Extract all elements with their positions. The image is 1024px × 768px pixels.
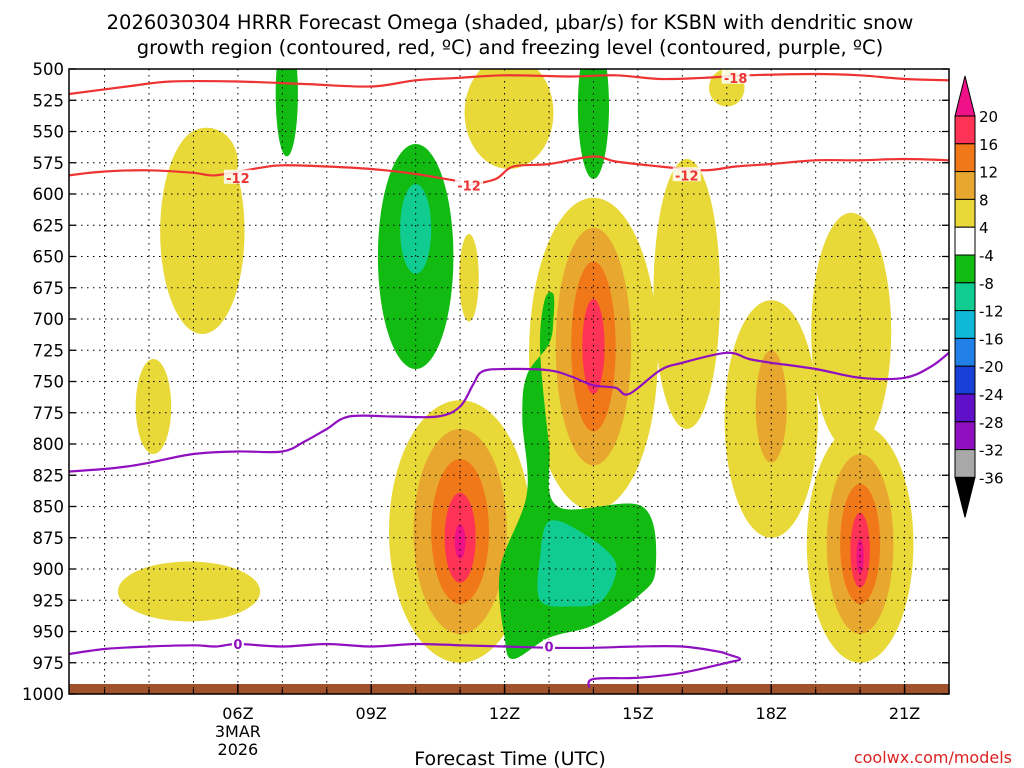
dgz-contour: [468, 155, 949, 187]
y-tick-label: 675: [33, 279, 65, 298]
x-tick-label: 18Z: [756, 704, 787, 723]
colorbar-label: -32: [979, 442, 1004, 460]
x-tick-label: 09Z: [356, 704, 387, 723]
freezing-level-label: 0: [544, 641, 553, 656]
x-tick-label: 15Z: [622, 704, 653, 723]
omega-region--8: [537, 520, 617, 607]
freezing-level-lower: [69, 642, 742, 689]
y-tick-label: 725: [33, 341, 65, 360]
y-tick-label: 875: [33, 529, 65, 548]
omega-region--4: [498, 292, 657, 659]
y-tick-label: 900: [33, 560, 65, 579]
y-tick-label: 650: [33, 248, 65, 267]
colorbar-label: -24: [979, 386, 1004, 404]
colorbar-swatch: [954, 310, 976, 339]
y-tick-label: 525: [33, 91, 65, 110]
colorbar-label: -20: [979, 358, 1004, 376]
omega-region-4: [653, 159, 721, 429]
omega-region-4: [135, 359, 172, 454]
dgz-contour-label: -18: [724, 72, 748, 87]
omega-region-4: [811, 212, 892, 451]
y-tick-label: 700: [33, 310, 65, 329]
colorbar-swatch: [954, 393, 976, 423]
y-tick-label: 800: [33, 435, 65, 454]
freezing-level-upper: [69, 351, 949, 473]
colorbar-swatch: [954, 421, 976, 451]
colorbar-swatch: [954, 171, 976, 200]
omega-region-4: [117, 561, 261, 622]
omega-region-20: [454, 524, 466, 559]
x-axis-label: Forecast Time (UTC): [414, 748, 605, 768]
omega-region--4: [275, 69, 298, 157]
dgz-contour: [69, 72, 949, 96]
y-tick-label: 925: [33, 591, 65, 610]
contour-label-bg: [543, 639, 555, 653]
colorbar-swatch: [954, 365, 976, 395]
y-tick-label: 850: [33, 498, 65, 517]
colorbar-top-arrow: [954, 75, 976, 117]
dotted-gridlines: [69, 69, 950, 694]
colorbar-label: -16: [979, 330, 1004, 348]
colorbar-label: -12: [979, 303, 1004, 321]
y-tick-label: 950: [33, 623, 65, 642]
y-tick-label: 600: [33, 185, 65, 204]
x-tick-date: 3MAR: [215, 722, 261, 741]
y-tick-label: 500: [33, 60, 65, 79]
dgz-contour-label: -12: [226, 172, 250, 187]
x-tick-label: 06Z: [222, 704, 253, 723]
ground-terrain: [69, 684, 949, 694]
contour-label-bg: [223, 169, 252, 184]
colorbar-label: -36: [979, 469, 1004, 487]
colorbar-swatch: [954, 226, 976, 256]
omega-region--8: [400, 184, 432, 274]
pressure-axis: 500 525 550 575 600 625 650 675 700 725 750 775 800 8…: [22, 60, 949, 704]
contour-label-bg: [721, 69, 750, 84]
chart-title-line2: growth region (contoured, red, ºC) and f…: [137, 36, 884, 59]
y-tick-label: 625: [33, 216, 65, 235]
contour-label-bg: [231, 637, 244, 650]
dgz-contour: [69, 164, 461, 183]
contour-label-bg: [455, 177, 483, 192]
y-tick-label: 750: [33, 373, 65, 392]
omega-region-4: [464, 69, 554, 169]
chart-title-line1: 2026030304 HRRR Forecast Omega (shaded, …: [107, 11, 914, 34]
colorbar-swatch: [954, 282, 976, 312]
colorbar-swatch: [954, 143, 976, 173]
colorbar-swatch: [954, 337, 976, 367]
colorbar-swatch: [954, 115, 976, 145]
y-tick-label: 575: [33, 154, 65, 173]
y-tick-label: 550: [33, 123, 65, 142]
colorbar-label: 4: [979, 219, 989, 237]
dgz-contour-label: -12: [457, 179, 481, 194]
contour-label-bg: [672, 167, 701, 182]
omega-region-4: [175, 127, 238, 198]
colorbar-label: -28: [979, 414, 1004, 432]
credit-link[interactable]: coolwx.com/models: [854, 748, 1012, 767]
colorbar-swatch: [954, 449, 976, 478]
omega-colorbar: 20 16 12 8 4 -4 -8 -12 -16 -20 -24 -28 -32 -36: [954, 75, 1004, 518]
colorbar-label: 8: [979, 191, 989, 209]
y-tick-label: 975: [33, 654, 65, 673]
x-tick-label: 21Z: [889, 704, 920, 723]
dgz-contour-label: -12: [675, 169, 699, 184]
colorbar-label: -8: [979, 275, 994, 293]
colorbar-label: 12: [979, 164, 998, 182]
omega-region-4: [459, 234, 479, 322]
y-tick-label: 1000: [22, 685, 64, 704]
y-tick-label: 825: [33, 466, 65, 485]
omega-shading-layer: [117, 69, 914, 663]
freezing-level-label: 0: [233, 638, 242, 653]
colorbar-swatch: [954, 198, 976, 228]
colorbar-bottom-arrow: [954, 476, 976, 518]
colorbar-label: 16: [979, 136, 998, 154]
x-tick-year: 2026: [218, 740, 259, 759]
y-tick-label: 775: [33, 404, 65, 423]
colorbar-label: 20: [979, 108, 998, 126]
colorbar-swatch: [954, 254, 976, 284]
x-tick-label: 12Z: [489, 704, 520, 723]
contour-labels: -18 -12 -12 -12 0 0: [223, 69, 750, 656]
colorbar-label: -4: [979, 247, 994, 265]
